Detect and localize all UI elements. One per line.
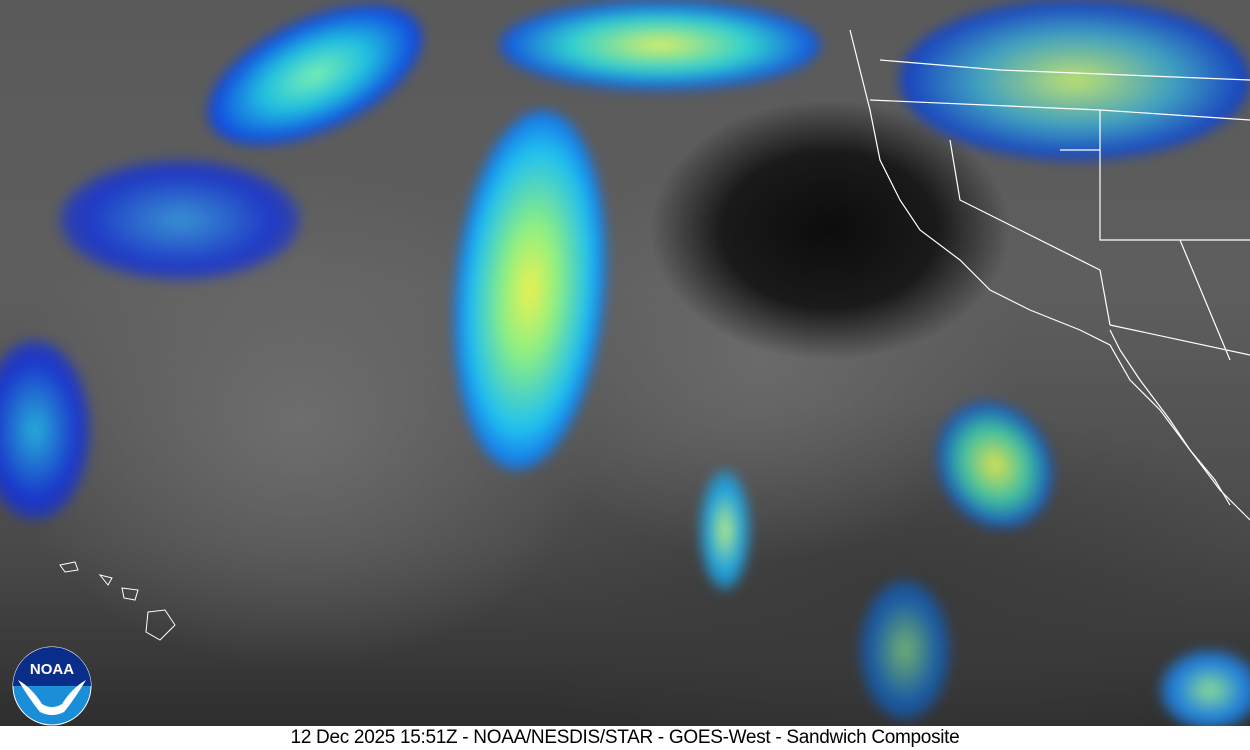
cloud-southeast <box>1160 650 1250 726</box>
cloud-field-west <box>60 160 300 280</box>
image-caption: 12 Dec 2025 15:51Z - NOAA/NESDIS/STAR - … <box>0 726 1250 750</box>
hawaii-islands <box>59 561 176 641</box>
hawaii-kauai <box>59 561 79 573</box>
coastline-overlay <box>0 0 1250 726</box>
baja-coast-line <box>1109 329 1231 506</box>
hawaii-big-island <box>145 609 176 641</box>
hawaii-oahu <box>98 574 113 586</box>
noaa-logo-text: NOAA <box>30 661 74 678</box>
cloud-south <box>700 470 750 590</box>
cloud-band-north <box>500 0 820 90</box>
noaa-logo: NOAA <box>12 646 92 726</box>
state-border-lines <box>869 59 1250 361</box>
cloud-field-far-west <box>0 340 90 520</box>
hawaii-maui <box>121 587 139 601</box>
cloud-band-northeast <box>900 0 1250 160</box>
west-coast-line <box>849 29 1250 521</box>
satellite-imagery: NOAA <box>0 0 1250 726</box>
cloud-south-central <box>860 580 950 720</box>
